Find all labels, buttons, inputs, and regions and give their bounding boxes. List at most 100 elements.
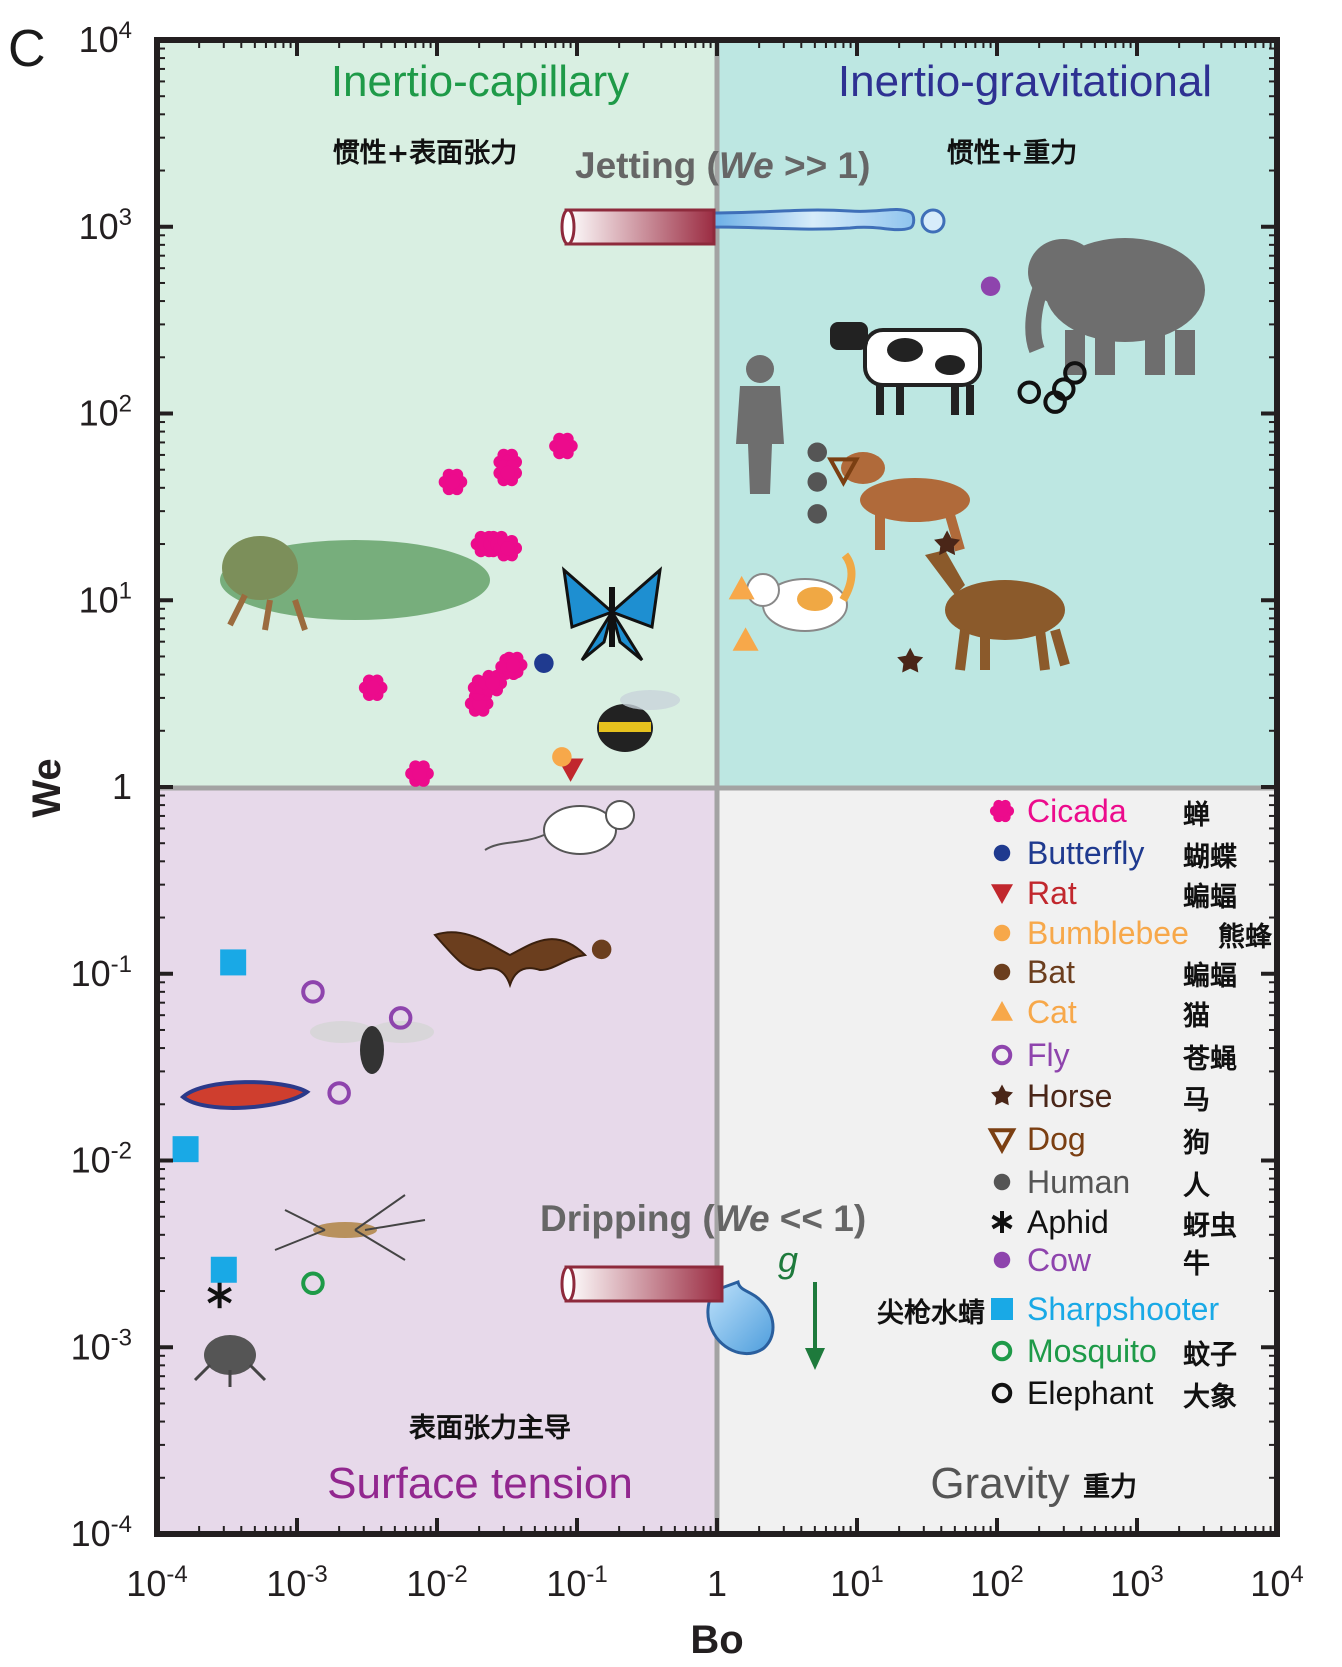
legend-label-cow: Cow (1027, 1242, 1092, 1278)
region-surface-tension-fill (157, 788, 717, 1534)
y-tick-label: 102 (79, 391, 132, 434)
jetting-var: We (719, 145, 774, 186)
panel-letter: C (8, 20, 46, 78)
jetting-prefix: Jetting ( (575, 145, 720, 186)
legend-cn-sharpshooter: 尖枪水蜻 (877, 1297, 985, 1329)
sharpshooter-illustration (179, 1080, 311, 1110)
dripping-nozzle-icon (560, 1265, 775, 1356)
point-sharpshooter (172, 1136, 199, 1163)
legend-label-sharpshooter: Sharpshooter (1027, 1291, 1219, 1327)
dripping-prefix: Dripping ( (540, 1198, 715, 1239)
elephant-illustration (1025, 238, 1205, 375)
point-sharpshooter (210, 1256, 237, 1283)
x-tick-label: 10-2 (406, 1561, 467, 1604)
point-dog (827, 457, 860, 487)
region-label-inertio-capillary: Inertio-capillary (331, 57, 629, 106)
legend-cn-mosquito: 蚊子 (1183, 1339, 1237, 1371)
y-tick-label: 10-1 (71, 951, 132, 994)
point-fly (327, 1081, 351, 1105)
x-tick-label: 10-3 (266, 1561, 327, 1604)
legend-marker-cicada (989, 799, 1015, 823)
legend-label-mosquito: Mosquito (1027, 1333, 1157, 1369)
cat-illustration (746, 552, 856, 632)
y-tick-label: 10-4 (71, 1511, 132, 1554)
y-tick-label: 10-3 (71, 1324, 132, 1367)
point-elephant (1017, 380, 1042, 404)
legend-cn-cat: 猫 (1183, 1001, 1210, 1032)
region-cn-surface-tension: 表面张力主导 (409, 1413, 571, 1444)
legend-cn-dog: 狗 (1183, 1128, 1210, 1159)
x-tick-label: 10-1 (546, 1561, 607, 1604)
legend-label-elephant: Elephant (1027, 1375, 1153, 1411)
point-bat (591, 939, 612, 960)
bat-illustration (433, 931, 588, 989)
x-tick-label: 103 (1110, 1561, 1163, 1604)
point-cicada (498, 651, 528, 679)
y-tick-label: 101 (79, 577, 132, 620)
rat-illustration (484, 800, 635, 855)
legend-marker-rat (991, 884, 1013, 904)
point-fly (301, 980, 325, 1004)
point-horse (897, 647, 924, 673)
legend-label-aphid: Aphid (1027, 1204, 1109, 1240)
y-tick-label: 1 (112, 766, 132, 807)
legend-marker-elephant (991, 1382, 1013, 1404)
jetting-suffix: >> 1) (774, 145, 871, 186)
horse-illustration (925, 550, 1070, 671)
x-tick-label: 1 (707, 1563, 727, 1604)
y-tick-label: 104 (79, 17, 132, 60)
point-cow (980, 276, 1001, 297)
axes: 10-4 10-3 10-2 10-1 1 101 102 103 104 10-4 10-3 10-… (71, 17, 1304, 1604)
point-cicada (493, 534, 523, 562)
dripping-label: Dripping (We << 1) (540, 1198, 866, 1239)
y-tick-label: 10-2 (71, 1138, 132, 1181)
point-cat (728, 575, 755, 600)
legend-marker-cow (993, 1251, 1011, 1269)
legend-marker-human (993, 1173, 1011, 1191)
x-tick-label: 102 (970, 1561, 1023, 1604)
jetting-nozzle-icon (560, 208, 946, 246)
legend-cn-bumblebee: 熊蜂 (1218, 921, 1273, 953)
region-inertio-capillary-fill (157, 40, 717, 788)
legend-marker-fly (991, 1044, 1013, 1066)
x-tick-label: 104 (1250, 1561, 1303, 1604)
legend-cn-cicada: 蝉 (1183, 799, 1210, 831)
legend-cn-aphid: 蚜虫 (1183, 1211, 1237, 1242)
point-human (807, 472, 827, 492)
legend-label-bumblebee: Bumblebee (1027, 915, 1189, 951)
legend-marker-bumblebee (993, 924, 1011, 942)
legend-label-rat: Rat (1027, 875, 1077, 911)
point-cicada (438, 468, 468, 496)
point-horse (934, 530, 961, 556)
legend-cn-elephant: 大象 (1183, 1381, 1237, 1413)
legend-marker-aphid (991, 1211, 1013, 1233)
point-fly (388, 1006, 413, 1030)
dripping-var: We (715, 1198, 770, 1239)
point-sharpshooter (220, 949, 247, 976)
region-label-gravity: Gravity (930, 1459, 1069, 1508)
x-axis-title: Bo (690, 1618, 743, 1662)
legend-label-cat: Cat (1027, 994, 1077, 1030)
region-gravity-fill (717, 788, 1277, 1534)
legend-marker-cat (991, 1001, 1013, 1021)
y-tick-label: 103 (79, 204, 132, 247)
data-marks (172, 276, 1087, 1309)
region-cn-inertio-capillary: 惯性+表面张力 (333, 138, 518, 169)
legend-marker-butterfly (993, 844, 1011, 862)
gravity-arrow-icon (805, 1282, 825, 1370)
region-label-inertio-gravitational: Inertio-gravitational (838, 57, 1212, 106)
legend-marker-dog (987, 1128, 1017, 1155)
point-bumblebee (552, 747, 572, 767)
point-cicada (549, 432, 578, 460)
legend-marker-bat (993, 963, 1011, 981)
legend-label-cicada: Cicada (1027, 793, 1127, 829)
region-label-surface-tension: Surface tension (327, 1459, 633, 1508)
point-cicada (358, 674, 388, 701)
human-illustration (736, 355, 784, 494)
legend-cn-human: 人 (1183, 1171, 1210, 1202)
point-cat (732, 627, 759, 651)
x-tick-label: 10-4 (126, 1561, 187, 1604)
point-butterfly (534, 653, 554, 673)
